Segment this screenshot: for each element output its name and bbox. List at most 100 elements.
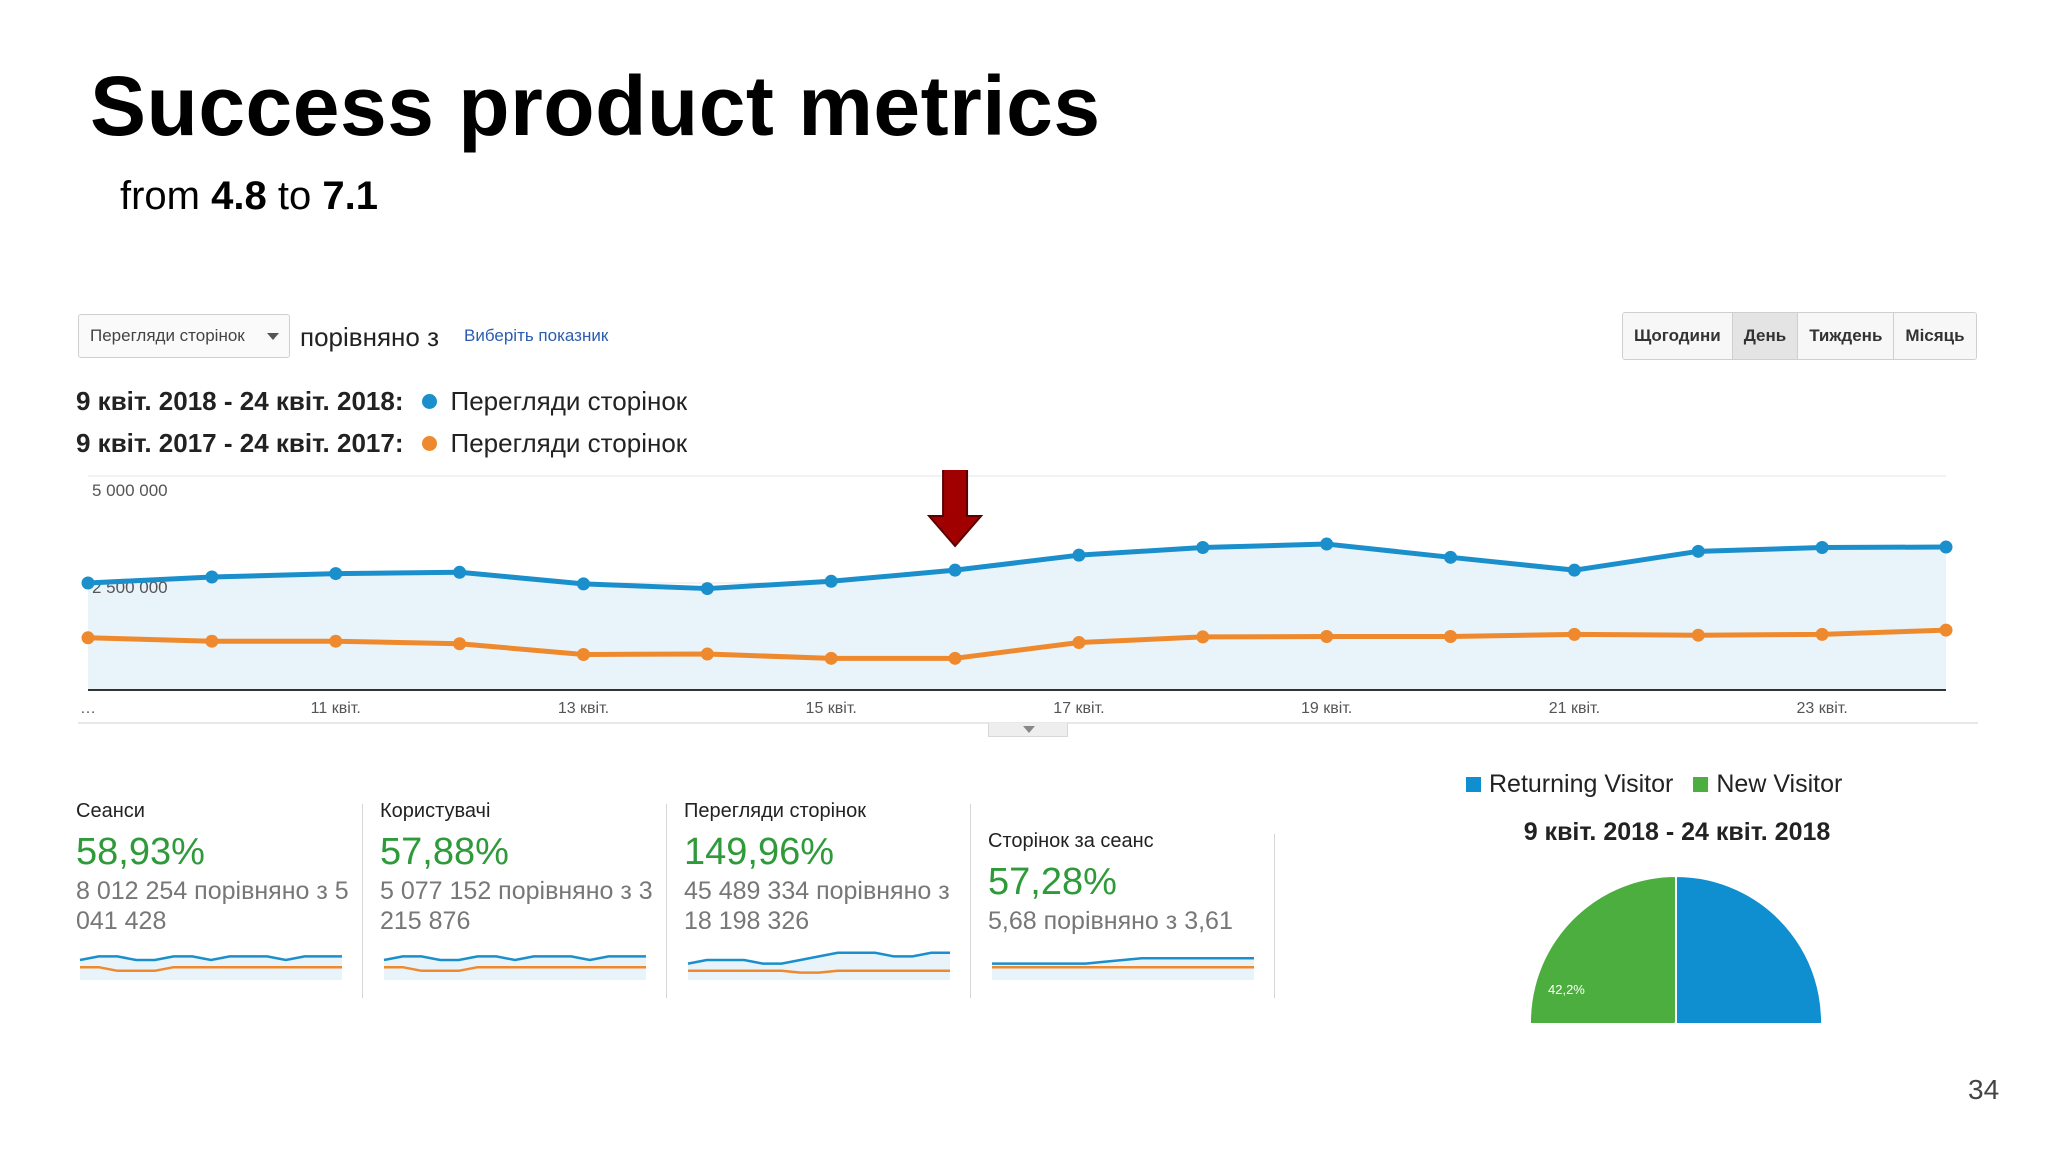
legend-previous-range: 9 квіт. 2017 - 24 квіт. 2017: — [76, 428, 404, 458]
previous-series-point[interactable] — [1815, 627, 1829, 641]
chevron-down-icon — [267, 333, 279, 340]
scorecard-label: Сторінок за сеанс — [988, 830, 1154, 852]
sparkline-current — [79, 955, 342, 962]
visitor-pie-chart: 42,2% — [1520, 874, 1850, 1032]
subtitle-from: from — [120, 174, 200, 218]
scorecard-comparison: 45 489 334 порівняно з 18 198 326 — [684, 877, 950, 935]
pie-legend-returning: Returning Visitor — [1466, 770, 1673, 799]
previous-series-point[interactable] — [1072, 635, 1086, 649]
current-series-point[interactable] — [1815, 540, 1829, 554]
previous-series-line — [87, 627, 1947, 661]
legend-current-dot — [421, 394, 437, 409]
previous-series-point[interactable] — [1320, 630, 1334, 643]
period-selector: Щогодини День Тиждень Місяць — [1622, 312, 1977, 360]
scorecard-comparison: 5,68 порівняно з 3,61 — [988, 907, 1233, 935]
previous-series-point[interactable] — [81, 631, 95, 645]
current-series-point[interactable] — [1567, 563, 1581, 577]
previous-series-point[interactable] — [700, 647, 714, 661]
scorecard-label: Перегляди сторінок — [684, 800, 867, 822]
current-series-point[interactable] — [1444, 550, 1458, 564]
current-series-point[interactable] — [1196, 540, 1210, 554]
sparkline-current — [992, 956, 1254, 965]
previous-series-point[interactable] — [205, 634, 219, 648]
pie-legend-returning-label: Returning Visitor — [1489, 770, 1674, 798]
current-series-point[interactable] — [948, 563, 962, 577]
previous-series-point[interactable] — [576, 647, 590, 661]
scorecard-change-percent: 58,93% — [76, 831, 205, 873]
chevron-down-icon — [1023, 726, 1035, 733]
current-series-point[interactable] — [1320, 537, 1334, 551]
pie-legend-new: New Visitor — [1693, 770, 1842, 799]
previous-series-point[interactable] — [1939, 623, 1953, 637]
scorecard[interactable]: Сторінок за сеанс 57,28% 5,68 порівняно з … — [988, 830, 1278, 1030]
period-month-button[interactable]: Місяць — [1894, 313, 1976, 359]
x-tick-label: 15 квіт. — [806, 700, 857, 717]
sparkline-current — [687, 951, 950, 965]
legend-previous: 9 квіт. 2017 - 24 квіт. 2017: Перегляди … — [76, 428, 687, 459]
sparkline-area — [688, 952, 950, 980]
scorecard[interactable]: Сеанси 58,93% 8 012 254 порівняно з 5 041 … — [76, 800, 366, 1000]
current-series-point[interactable] — [1072, 548, 1086, 562]
legend-current-range: 9 квіт. 2018 - 24 квіт. 2018: — [76, 386, 404, 416]
chart-expand-handle[interactable] — [988, 723, 1068, 737]
legend-current-name: Перегляди сторінок — [450, 386, 688, 416]
scorecard-sparkline — [687, 951, 950, 980]
new-swatch — [1693, 777, 1709, 792]
current-series-point[interactable] — [205, 570, 219, 584]
scorecard-sparkline — [79, 955, 342, 980]
previous-series-point[interactable] — [1444, 630, 1458, 643]
scorecard-divider — [666, 804, 667, 998]
pie-slice-returning-visitor[interactable] — [1607, 874, 1823, 1032]
pie-range: 9 квіт. 2018 - 24 квіт. 2018 — [1523, 818, 1831, 846]
scorecard-sparkline — [992, 956, 1254, 980]
previous-series-point[interactable] — [1691, 628, 1705, 642]
legend-previous-name: Перегляди сторінок — [450, 428, 688, 458]
period-week-button[interactable]: Тиждень — [1798, 313, 1895, 359]
current-series-point[interactable] — [1939, 540, 1953, 554]
sparkline-area — [992, 958, 1254, 980]
metric-select[interactable]: Перегляди сторінок — [78, 314, 290, 358]
period-day-button[interactable]: День — [1732, 313, 1799, 359]
current-series-line — [87, 541, 1947, 592]
x-tick-label: 19 квіт. — [1301, 700, 1352, 717]
period-hourly-button[interactable]: Щогодини — [1623, 313, 1733, 359]
choose-metric-link[interactable]: Виберіть показник — [464, 326, 609, 345]
x-tick-label: … — [80, 700, 96, 717]
subtitle-value-b: 7.1 — [322, 174, 378, 218]
x-tick-label: 13 квіт. — [558, 700, 609, 717]
sparkline-previous — [688, 969, 950, 974]
current-series-point[interactable] — [81, 576, 95, 590]
compare-label: порівняно з — [300, 322, 439, 352]
scorecard-divider — [1274, 834, 1275, 998]
pie-crop — [1520, 1023, 1850, 1032]
pie-new-visitor-label: 42,2% — [1548, 982, 1585, 997]
current-series-area — [88, 544, 1946, 690]
previous-series-point[interactable] — [329, 634, 343, 648]
previous-series-point[interactable] — [948, 651, 962, 665]
subtitle-to: to — [277, 174, 312, 218]
current-series-point[interactable] — [824, 574, 838, 588]
current-series-point[interactable] — [700, 582, 714, 596]
legend-current: 9 квіт. 2018 - 24 квіт. 2018: Перегляди … — [76, 386, 687, 417]
pie-legend: Returning Visitor New Visitor — [1466, 770, 1862, 799]
current-series-point[interactable] — [453, 565, 467, 579]
x-tick-label: 23 квіт. — [1796, 700, 1847, 717]
metric-select-value: Перегляди сторінок — [90, 326, 245, 345]
previous-series-point[interactable] — [453, 637, 467, 651]
previous-series-point[interactable] — [1196, 630, 1210, 644]
scorecard-change-percent: 57,28% — [988, 861, 1117, 903]
x-tick-label: 21 квіт. — [1549, 700, 1600, 717]
current-series-point[interactable] — [1691, 544, 1705, 558]
scorecard-divider — [970, 804, 971, 998]
legend-previous-dot — [421, 436, 437, 451]
previous-series-point[interactable] — [1567, 627, 1581, 641]
previous-series-point[interactable] — [824, 651, 838, 665]
subtitle-value-a: 4.8 — [211, 174, 267, 218]
scorecard[interactable]: Перегляди сторінок 149,96% 45 489 334 порі… — [684, 800, 974, 1000]
scorecard[interactable]: Користувачі 57,88% 5 077 152 порівняно з 3… — [380, 800, 670, 1000]
pie-slice-new-visitor[interactable] — [1529, 874, 1677, 1032]
y-tick-label: 5 000 000 — [92, 481, 168, 500]
current-series-point[interactable] — [576, 577, 590, 591]
x-tick-label: 17 квіт. — [1053, 700, 1104, 717]
current-series-point[interactable] — [329, 567, 343, 581]
